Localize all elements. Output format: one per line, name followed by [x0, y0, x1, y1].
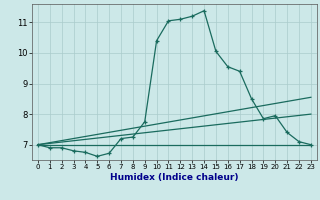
- X-axis label: Humidex (Indice chaleur): Humidex (Indice chaleur): [110, 173, 239, 182]
